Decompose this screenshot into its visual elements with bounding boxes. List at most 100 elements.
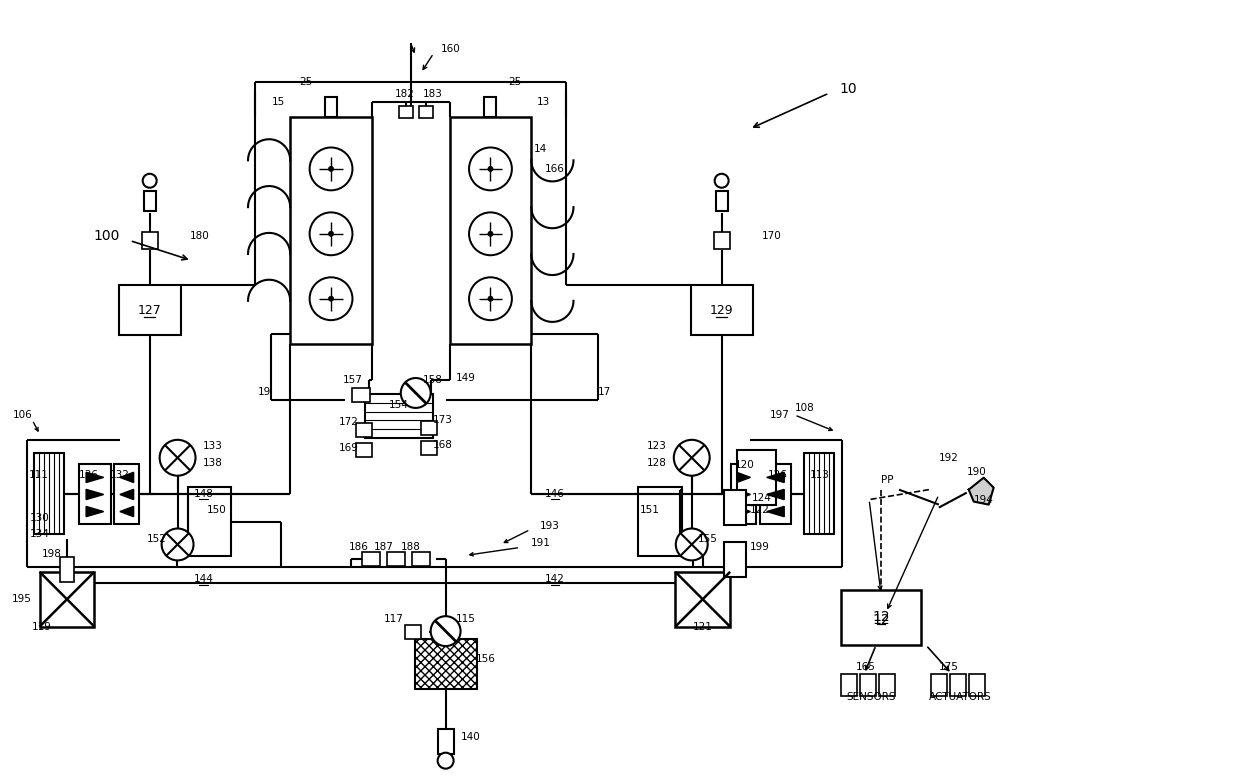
Text: 154: 154 [389, 400, 409, 410]
Text: 138: 138 [202, 457, 222, 468]
Text: 169: 169 [339, 443, 358, 453]
Bar [805, 453, 835, 534]
Text: 165: 165 [856, 662, 875, 672]
Text: 133: 133 [202, 441, 222, 450]
Bar [356, 443, 372, 457]
Text: 157: 157 [343, 375, 363, 385]
Bar [732, 464, 756, 524]
Bar [760, 464, 791, 524]
Circle shape [487, 166, 494, 171]
Bar [724, 490, 745, 525]
Bar [420, 441, 436, 455]
Polygon shape [86, 506, 104, 517]
Text: 115: 115 [455, 614, 475, 624]
Bar [141, 232, 157, 250]
Circle shape [676, 528, 708, 560]
Polygon shape [766, 472, 784, 482]
Bar [362, 552, 379, 566]
Text: 132: 132 [110, 470, 130, 480]
Text: 168: 168 [433, 440, 453, 450]
Text: 156: 156 [475, 654, 496, 664]
Text: 183: 183 [423, 89, 443, 99]
Text: 111: 111 [30, 470, 50, 480]
Text: 119: 119 [32, 622, 52, 633]
Polygon shape [766, 506, 784, 517]
Circle shape [487, 231, 494, 237]
Text: 186: 186 [348, 542, 368, 552]
Text: 124: 124 [751, 492, 771, 503]
Circle shape [310, 212, 352, 255]
Bar [724, 542, 745, 576]
Text: 191: 191 [531, 538, 551, 548]
Bar [438, 729, 454, 754]
Text: 146: 146 [546, 489, 565, 499]
Text: 199: 199 [749, 542, 769, 552]
Circle shape [469, 212, 512, 255]
Polygon shape [737, 472, 750, 482]
Polygon shape [86, 472, 104, 482]
Text: PP: PP [880, 475, 893, 485]
Text: 122: 122 [749, 505, 769, 514]
Bar [414, 639, 476, 689]
Text: 123: 123 [647, 441, 667, 450]
Bar [879, 674, 895, 696]
Bar [144, 191, 156, 211]
Bar [79, 464, 110, 524]
Text: 129: 129 [709, 303, 733, 317]
Polygon shape [766, 489, 784, 499]
Polygon shape [120, 472, 134, 482]
Bar [676, 572, 730, 626]
Text: 136: 136 [79, 470, 99, 480]
Bar [352, 387, 370, 402]
Bar [968, 674, 985, 696]
Circle shape [469, 277, 512, 320]
Circle shape [310, 148, 352, 191]
Bar [950, 674, 966, 696]
Text: 198: 198 [42, 549, 62, 559]
Bar [60, 557, 74, 582]
Bar [841, 674, 857, 696]
Bar [412, 552, 430, 566]
Circle shape [714, 173, 729, 187]
Text: 25: 25 [300, 77, 312, 87]
Text: 194: 194 [973, 495, 993, 505]
Text: 187: 187 [374, 542, 394, 552]
Polygon shape [737, 506, 750, 517]
Text: 15: 15 [272, 97, 285, 107]
Bar [691, 286, 753, 335]
Bar [841, 590, 921, 645]
Text: 113: 113 [810, 470, 830, 480]
Text: 106: 106 [12, 410, 32, 420]
Text: 108: 108 [795, 403, 815, 413]
Circle shape [673, 440, 709, 475]
Text: 192: 192 [939, 453, 959, 463]
Text: 175: 175 [939, 662, 959, 672]
Text: 193: 193 [541, 520, 560, 531]
Text: 151: 151 [640, 505, 660, 514]
Text: 100: 100 [93, 229, 120, 243]
Text: 17: 17 [598, 387, 611, 397]
Polygon shape [120, 506, 134, 517]
Bar [187, 487, 232, 556]
Text: 173: 173 [433, 415, 453, 425]
Bar [399, 106, 413, 118]
Circle shape [329, 231, 334, 237]
Text: ACTUATORS: ACTUATORS [929, 692, 992, 702]
Text: 117: 117 [384, 614, 404, 624]
Circle shape [310, 277, 352, 320]
Text: 130: 130 [30, 513, 50, 523]
Text: 155: 155 [698, 534, 718, 545]
Bar [33, 453, 64, 534]
Circle shape [161, 528, 193, 560]
Circle shape [160, 440, 196, 475]
Bar [715, 191, 728, 211]
Bar [290, 117, 372, 344]
Bar [365, 394, 433, 438]
Text: 160: 160 [440, 44, 460, 54]
Text: 158: 158 [423, 375, 443, 385]
Text: 142: 142 [546, 574, 565, 584]
Circle shape [143, 173, 156, 187]
Bar [325, 97, 337, 117]
Bar [419, 106, 433, 118]
Text: 197: 197 [770, 410, 790, 420]
